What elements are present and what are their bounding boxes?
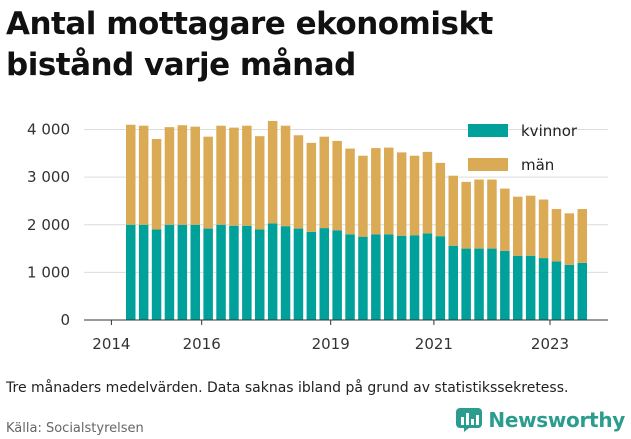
- bar-kvinnor: [513, 255, 523, 320]
- chart-note: Tre månaders medelvärden. Data saknas ib…: [6, 380, 569, 396]
- bar-kvinnor: [409, 235, 420, 320]
- bar-man: [564, 213, 575, 265]
- bar-man: [190, 126, 200, 225]
- x-axis: 2014 2016 2019 2021 2023: [84, 319, 608, 353]
- bar-man: [126, 124, 136, 225]
- bar-kvinnor: [500, 250, 510, 320]
- bar-man: [422, 151, 433, 234]
- bar-man: [371, 148, 381, 235]
- bar-kvinnor: [164, 224, 175, 320]
- y-tick-label: 3 000: [27, 168, 70, 186]
- bar-kvinnor: [138, 224, 149, 320]
- bar-man: [409, 155, 420, 236]
- bar-man: [203, 136, 213, 229]
- bar-man: [487, 179, 497, 249]
- bar-man: [216, 125, 226, 225]
- bar-kvinnor: [448, 245, 458, 320]
- bar-kvinnor: [487, 248, 497, 320]
- bar-man: [500, 188, 510, 251]
- bar-man: [280, 125, 291, 227]
- bar-kvinnor: [435, 236, 446, 320]
- bar-man: [242, 125, 252, 226]
- chart-title: Antal mottagare ekonomiskt bistånd varje…: [6, 6, 493, 83]
- bar-kvinnor: [577, 262, 587, 320]
- bar-kvinnor: [151, 229, 162, 320]
- legend-swatch: [468, 158, 508, 171]
- y-tick-label: 0: [60, 311, 70, 329]
- bar-man: [293, 135, 304, 229]
- bar-man: [151, 139, 162, 230]
- brand-name: Newsworthy: [488, 408, 625, 432]
- y-tick-label: 4 000: [27, 121, 70, 139]
- x-tick-label: 2019: [312, 335, 350, 353]
- bar-kvinnor: [396, 235, 407, 320]
- bar-man: [513, 196, 523, 256]
- bar-man: [577, 209, 587, 263]
- bar-kvinnor: [306, 231, 317, 320]
- bar-man: [306, 142, 317, 232]
- bar-man: [332, 140, 342, 231]
- bar-kvinnor: [255, 229, 265, 320]
- bar-kvinnor: [177, 224, 188, 320]
- bar-kvinnor: [203, 228, 213, 320]
- y-axis-ticks: 0 1 000 2 000 3 000 4 000: [27, 121, 70, 329]
- legend: kvinnor män: [468, 122, 578, 174]
- bar-kvinnor: [332, 230, 342, 320]
- bar-man: [538, 199, 549, 259]
- source-credit: Källa: Socialstyrelsen: [6, 421, 144, 436]
- legend-label: kvinnor: [521, 122, 578, 140]
- bar-kvinnor: [564, 264, 575, 320]
- x-tick-label: 2023: [531, 335, 569, 353]
- bar-man: [396, 152, 407, 236]
- bar-kvinnor: [229, 225, 239, 320]
- bar-kvinnor: [280, 226, 291, 320]
- bars: [126, 120, 587, 320]
- bar-man: [229, 127, 239, 226]
- bar-kvinnor: [474, 248, 484, 320]
- y-tick-label: 1 000: [27, 263, 70, 281]
- bar-kvinnor: [242, 225, 252, 320]
- bar-kvinnor: [538, 258, 549, 320]
- bar-man: [358, 155, 368, 237]
- y-tick-label: 2 000: [27, 216, 70, 234]
- x-tick-label: 2016: [183, 335, 221, 353]
- bar-kvinnor: [422, 233, 433, 320]
- bar-man: [384, 147, 394, 235]
- bar-man: [267, 120, 278, 224]
- bar-man: [255, 136, 265, 230]
- bar-kvinnor: [293, 228, 304, 320]
- bar-man: [525, 195, 536, 256]
- bar-kvinnor: [319, 228, 329, 320]
- legend-label: män: [521, 156, 554, 174]
- bar-kvinnor: [551, 261, 562, 320]
- bar-man: [474, 179, 484, 249]
- bar-kvinnor: [525, 255, 536, 320]
- bar-kvinnor: [461, 248, 471, 320]
- x-tick-label: 2021: [415, 335, 453, 353]
- bar-man: [138, 125, 149, 225]
- bar-man: [551, 209, 562, 262]
- bar-man: [177, 125, 188, 225]
- bar-kvinnor: [371, 234, 381, 320]
- bar-kvinnor: [267, 223, 278, 320]
- bar-man: [448, 175, 458, 246]
- bar-man: [461, 181, 471, 249]
- bar-man: [319, 136, 329, 229]
- bar-kvinnor: [345, 234, 355, 320]
- bar-kvinnor: [384, 234, 394, 320]
- legend-swatch: [468, 124, 508, 137]
- x-tick-label: 2014: [92, 335, 130, 353]
- bar-man: [164, 127, 175, 225]
- brand-logo: Newsworthy: [456, 408, 625, 432]
- bar-man: [345, 148, 355, 235]
- bar-chart-logo-icon: [456, 408, 483, 432]
- bar-man: [435, 162, 446, 237]
- bar-kvinnor: [358, 236, 368, 320]
- bar-kvinnor: [216, 224, 226, 320]
- bar-kvinnor: [126, 224, 136, 320]
- bar-kvinnor: [190, 224, 200, 320]
